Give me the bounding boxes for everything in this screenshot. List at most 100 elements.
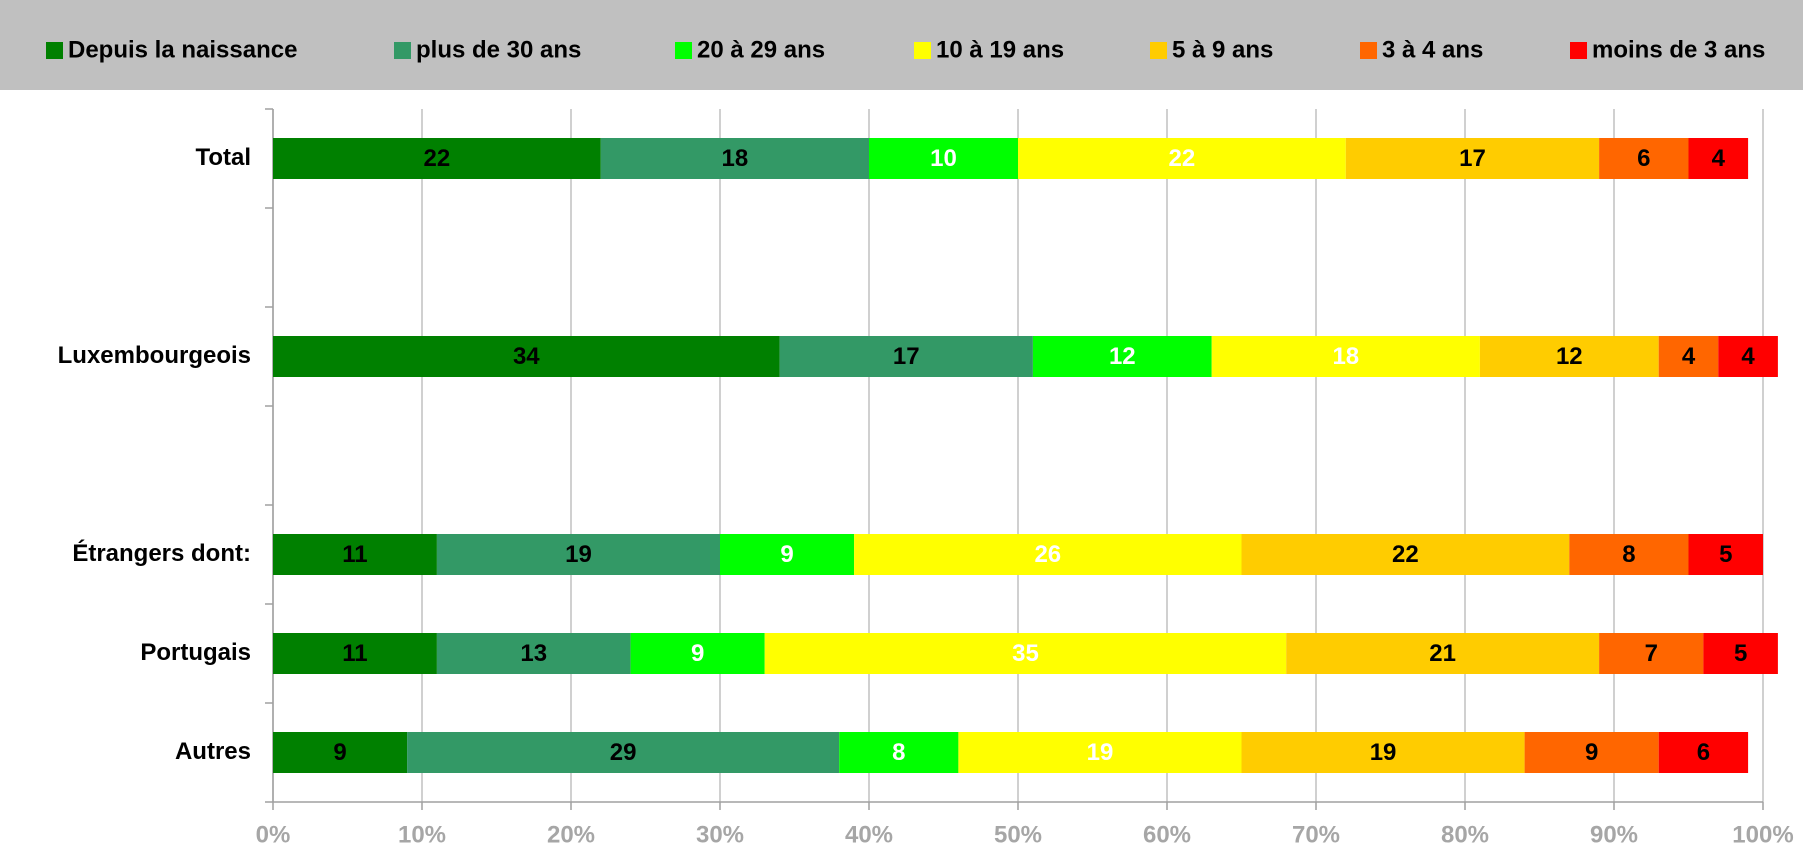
bar-segment [600, 138, 869, 179]
data-label: 4 [1741, 343, 1755, 370]
bar-segment [436, 534, 720, 575]
legend-swatch [675, 42, 692, 59]
data-label: 9 [333, 739, 346, 766]
legend-swatch [1570, 42, 1587, 59]
data-label: 34 [513, 343, 540, 370]
bar-segment [1688, 534, 1763, 575]
y-tick-label: Luxembourgeois [58, 342, 251, 369]
legend-label: plus de 30 ans [416, 36, 581, 63]
data-label: 9 [1585, 739, 1598, 766]
data-label: 22 [1392, 541, 1419, 568]
bar-segment [273, 732, 408, 773]
data-label: 9 [780, 541, 793, 568]
x-tick-label: 70% [1292, 821, 1340, 848]
bar-segment [1718, 336, 1778, 377]
bar-segment [839, 732, 959, 773]
data-label: 8 [892, 739, 905, 766]
data-label: 13 [520, 640, 547, 667]
x-tick-label: 30% [696, 821, 744, 848]
bar-segment [1032, 336, 1212, 377]
x-tick-label: 0% [256, 821, 291, 848]
legend-swatch [46, 42, 63, 59]
bar-segment [1688, 138, 1749, 179]
bar-segment [720, 534, 855, 575]
bar-segment [869, 138, 1018, 179]
legend-swatch [914, 42, 931, 59]
data-label: 22 [424, 145, 451, 172]
bar-segment [1599, 138, 1689, 179]
legend-label: 20 à 29 ans [697, 36, 825, 63]
bar-segment [1658, 732, 1749, 773]
data-label: 26 [1034, 541, 1061, 568]
bar-segment [1345, 138, 1600, 179]
x-tick-label: 80% [1441, 821, 1489, 848]
legend-label: 10 à 19 ans [936, 36, 1064, 63]
data-label: 4 [1682, 343, 1696, 370]
x-tick-label: 20% [547, 821, 595, 848]
data-label: 17 [893, 343, 920, 370]
x-tick-label: 100% [1732, 821, 1793, 848]
bar-segment [1703, 633, 1778, 674]
data-label: 12 [1109, 343, 1136, 370]
data-label: 29 [610, 739, 637, 766]
data-label: 7 [1645, 640, 1658, 667]
data-label: 10 [930, 145, 957, 172]
data-label: 35 [1012, 640, 1039, 667]
data-label: 8 [1622, 541, 1635, 568]
bar-segment [1211, 336, 1480, 377]
bar-segment [1599, 633, 1704, 674]
bar-segment [1286, 633, 1600, 674]
bar-segment [436, 633, 631, 674]
data-label: 6 [1697, 739, 1710, 766]
x-tick-label: 90% [1590, 821, 1638, 848]
x-tick-label: 10% [398, 821, 446, 848]
bar-segment [273, 138, 601, 179]
bar-segment [1524, 732, 1659, 773]
bar-segment [958, 732, 1242, 773]
data-label: 18 [722, 145, 749, 172]
data-label: 21 [1429, 640, 1456, 667]
x-tick-label: 60% [1143, 821, 1191, 848]
legend-label: Depuis la naissance [68, 36, 297, 63]
legend-background [0, 0, 1803, 90]
bar-segment [1658, 336, 1719, 377]
bar-segment [1479, 336, 1659, 377]
data-label: 17 [1459, 145, 1486, 172]
y-tick-label: Autres [175, 738, 251, 765]
bar-segment [630, 633, 765, 674]
data-label: 4 [1712, 145, 1726, 172]
y-tick-label: Portugais [140, 639, 251, 666]
data-label: 9 [691, 640, 704, 667]
bar-segment [407, 732, 840, 773]
y-tick-label: Étrangers dont: [72, 539, 251, 567]
legend-swatch [1150, 42, 1167, 59]
legend-label: 5 à 9 ans [1172, 36, 1273, 63]
bar-segment [1241, 534, 1570, 575]
data-label: 5 [1719, 541, 1732, 568]
bar-segment [273, 336, 780, 377]
data-label: 19 [1370, 739, 1397, 766]
data-label: 11 [342, 640, 367, 667]
data-label: 19 [1087, 739, 1114, 766]
data-label: 12 [1556, 343, 1583, 370]
legend-swatch [394, 42, 411, 59]
bar-segment [854, 534, 1242, 575]
bar-segment [273, 633, 437, 674]
bar-segment [1018, 138, 1346, 179]
bar-segment [1241, 732, 1525, 773]
bar-segment [764, 633, 1287, 674]
data-label: 18 [1332, 343, 1359, 370]
bar-segment [1569, 534, 1689, 575]
bar-segment [779, 336, 1033, 377]
y-tick-label: Total [195, 144, 251, 171]
legend-label: moins de 3 ans [1592, 36, 1765, 63]
x-tick-label: 40% [845, 821, 893, 848]
data-label: 22 [1169, 145, 1196, 172]
data-label: 11 [342, 541, 367, 568]
legend-label: 3 à 4 ans [1382, 36, 1483, 63]
data-label: 5 [1734, 640, 1747, 667]
bar-segment [273, 534, 437, 575]
data-label: 6 [1637, 145, 1650, 172]
legend-swatch [1360, 42, 1377, 59]
